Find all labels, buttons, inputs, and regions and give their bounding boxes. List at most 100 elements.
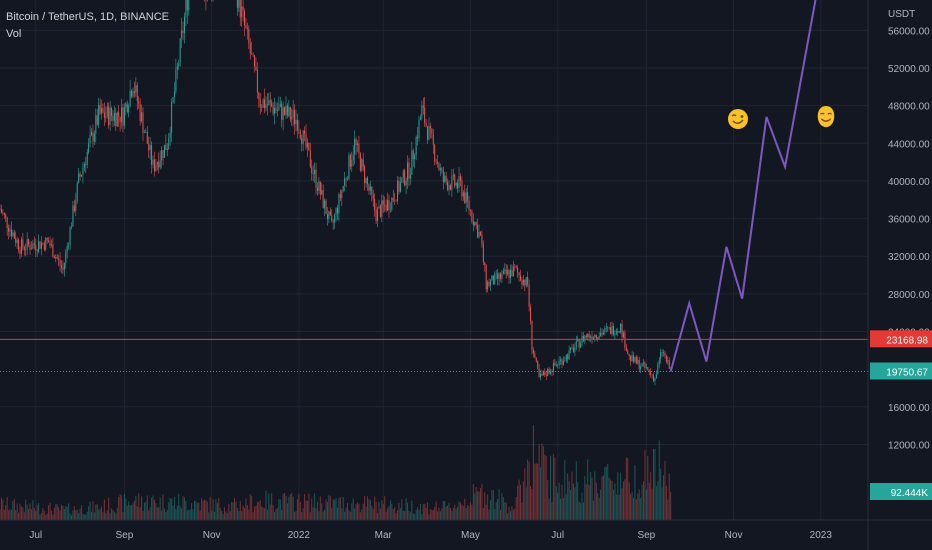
volume-bar	[567, 473, 569, 520]
volume-bar	[22, 507, 24, 520]
y-tick-label: 56000.00	[888, 26, 930, 37]
volume-bar	[517, 485, 519, 520]
candle-body	[19, 249, 21, 254]
candle-body	[236, 0, 238, 8]
candle-body	[39, 241, 41, 249]
candle-body	[644, 362, 646, 368]
volume-bar	[381, 500, 383, 520]
x-tick-label: Nov	[203, 530, 221, 541]
volume-bar	[9, 509, 11, 520]
volume-bar	[404, 511, 406, 520]
volume-bar	[598, 498, 600, 520]
candle-body	[499, 273, 501, 279]
candle-body	[472, 221, 474, 226]
volume-bar	[612, 489, 614, 520]
candle-body	[286, 105, 288, 116]
volume-bar	[494, 509, 496, 520]
candle-body	[271, 101, 273, 107]
volume-bar	[292, 496, 294, 520]
candle-body	[604, 328, 606, 333]
y-tick-label: 28000.00	[888, 290, 930, 301]
candle-body	[85, 163, 87, 165]
volume-bar	[244, 507, 246, 520]
volume-bar	[199, 510, 201, 520]
candle-body	[66, 245, 68, 252]
candle-body	[447, 181, 449, 190]
volume-bar	[391, 503, 393, 520]
volume-bar	[572, 483, 574, 520]
volume-bar	[145, 501, 147, 520]
volume-bar	[255, 505, 257, 520]
candle-body	[344, 178, 346, 186]
candle-body	[158, 162, 160, 168]
candle-body	[188, 0, 190, 11]
volume-bar	[43, 511, 45, 520]
candle-body	[449, 185, 451, 190]
volume-bar	[166, 510, 168, 520]
volume-bar	[614, 483, 616, 520]
volume-bar	[625, 457, 627, 520]
volume-bar	[248, 509, 250, 520]
volume-bar	[437, 511, 439, 520]
candle-body	[367, 177, 369, 185]
volume-value-label-box	[870, 483, 932, 500]
volume-bar	[262, 507, 264, 520]
candle-body	[557, 364, 559, 366]
volume-bar	[600, 489, 602, 520]
volume-bar	[219, 507, 221, 520]
volume-bar	[392, 508, 394, 520]
candle-body	[185, 0, 187, 17]
volume-bar	[670, 492, 672, 520]
volume-bar	[668, 473, 670, 520]
volume-bar	[79, 508, 81, 520]
candle-body	[142, 112, 144, 134]
candle-body	[2, 212, 4, 214]
volume-bar	[5, 505, 7, 520]
volume-bar	[650, 471, 652, 520]
candle-body	[375, 209, 377, 222]
volume-bar	[30, 509, 32, 520]
volume-bar	[10, 510, 12, 520]
volume-bar	[667, 499, 669, 520]
volume-bar	[388, 506, 390, 520]
candle-body	[75, 200, 77, 211]
volume-bar	[507, 513, 509, 520]
candle-body	[451, 175, 453, 190]
volume-bar	[653, 448, 655, 520]
volume-bar	[23, 512, 25, 520]
volume-bar	[561, 484, 563, 520]
candle-body	[417, 136, 419, 139]
volume-bars	[0, 425, 672, 520]
volume-bar	[644, 450, 646, 520]
volume-indicator-label[interactable]: Vol	[6, 28, 22, 40]
volume-bar	[531, 488, 533, 520]
candle-body	[272, 106, 274, 114]
volume-bar	[225, 511, 227, 520]
y-tick-label: 44000.00	[888, 139, 930, 150]
volume-bar	[216, 502, 218, 520]
candle-body	[488, 281, 490, 286]
volume-bar	[364, 496, 366, 520]
volume-bar	[607, 464, 609, 520]
volume-bar	[475, 486, 477, 520]
volume-bar	[119, 494, 121, 520]
candle-body	[615, 331, 617, 335]
candle-body	[625, 347, 627, 351]
volume-bar	[185, 500, 187, 520]
volume-bar	[83, 514, 85, 520]
volume-bar	[198, 502, 200, 520]
volume-bar	[449, 508, 451, 520]
candle-body	[445, 175, 447, 182]
volume-bar	[141, 496, 143, 520]
volume-bar	[126, 505, 128, 520]
symbol-title[interactable]: Bitcoin / TetherUS, 1D, BINANCE	[6, 11, 170, 23]
volume-bar	[32, 500, 34, 520]
volume-bar	[387, 508, 389, 520]
candle-body	[355, 139, 357, 145]
volume-bar	[657, 481, 659, 520]
candle-body	[435, 161, 437, 163]
volume-bar	[168, 502, 170, 520]
candle-body	[632, 355, 634, 362]
